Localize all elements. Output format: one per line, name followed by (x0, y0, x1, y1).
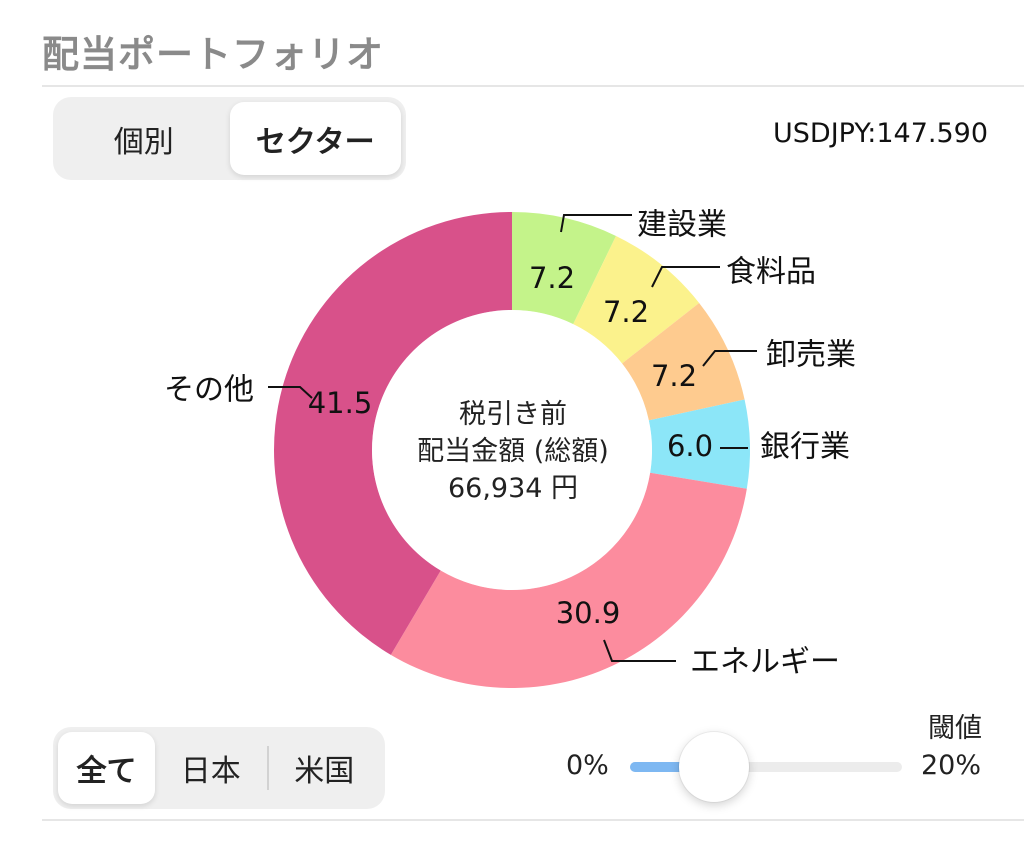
center-total: 66,934 円 (447, 473, 579, 504)
slice-その他[interactable] (274, 212, 512, 655)
slice-label-銀行業: 銀行業 (760, 430, 850, 465)
filter-separator (266, 746, 269, 790)
threshold-label: 閾値 (928, 713, 982, 744)
slice-value-卸売業: 7.2 (651, 359, 697, 393)
sector-donut-chart: 建設業 7.2 食料品 7.2 卸売業 7.2 銀行業 6.0 エネルギー 30.9 その他 41.5 (164, 208, 856, 688)
threshold-min-label: 0% (566, 750, 609, 781)
filter-all[interactable]: 全て (58, 732, 155, 804)
slice-value-建設業: 7.2 (529, 261, 575, 295)
footer-divider (42, 819, 1024, 821)
tab-sector[interactable]: セクター (229, 102, 401, 175)
slice-卸売業[interactable] (622, 302, 745, 421)
donut-center-label: 税引き前 配当金額 (総額) 66,934 円 (381, 396, 645, 507)
slice-value-その他: 41.5 (308, 386, 373, 420)
slider-thumb[interactable] (679, 732, 750, 802)
center-line-2: 配当金額 (総額) (417, 436, 609, 467)
slice-value-エネルギー: 30.9 (556, 596, 621, 630)
donut-hole (388, 326, 636, 574)
center-line-1: 税引き前 (459, 399, 567, 430)
slice-エネルギー[interactable] (390, 472, 747, 688)
inner-ring (372, 310, 652, 590)
leader-line-卸売業 (702, 350, 757, 367)
threshold-max-label: 20% (921, 750, 982, 781)
slice-value-食料品: 7.2 (603, 295, 649, 329)
slice-label-その他: その他 (164, 373, 254, 408)
leader-line-その他 (268, 386, 313, 399)
threshold-slider[interactable] (630, 732, 902, 802)
tab-individual[interactable]: 個別 (113, 124, 174, 160)
leader-line-建設業 (560, 214, 632, 233)
slice-銀行業[interactable] (648, 399, 751, 489)
exchange-rate: USDJPY:147.590 (773, 118, 988, 149)
slice-label-卸売業: 卸売業 (766, 338, 856, 373)
slice-label-エネルギー: エネルギー (690, 645, 840, 680)
slice-建設業[interactable] (512, 212, 617, 325)
view-toggle: 個別 セクター (53, 97, 406, 180)
filter-japan[interactable]: 日本 (180, 754, 241, 789)
slice-label-食料品: 食料品 (726, 255, 816, 290)
region-filter: 全て 日本 米国 (53, 727, 385, 809)
page-title: 配当ポートフォリオ (42, 33, 384, 76)
slice-食料品[interactable] (573, 235, 700, 364)
leader-line-エネルギー (603, 639, 676, 662)
slice-value-銀行業: 6.0 (667, 429, 713, 463)
header-divider (42, 85, 1024, 87)
slider-fill (630, 762, 715, 772)
leader-line-食料品 (651, 266, 720, 288)
filter-us[interactable]: 米国 (294, 754, 355, 789)
slice-label-建設業: 建設業 (637, 208, 727, 243)
